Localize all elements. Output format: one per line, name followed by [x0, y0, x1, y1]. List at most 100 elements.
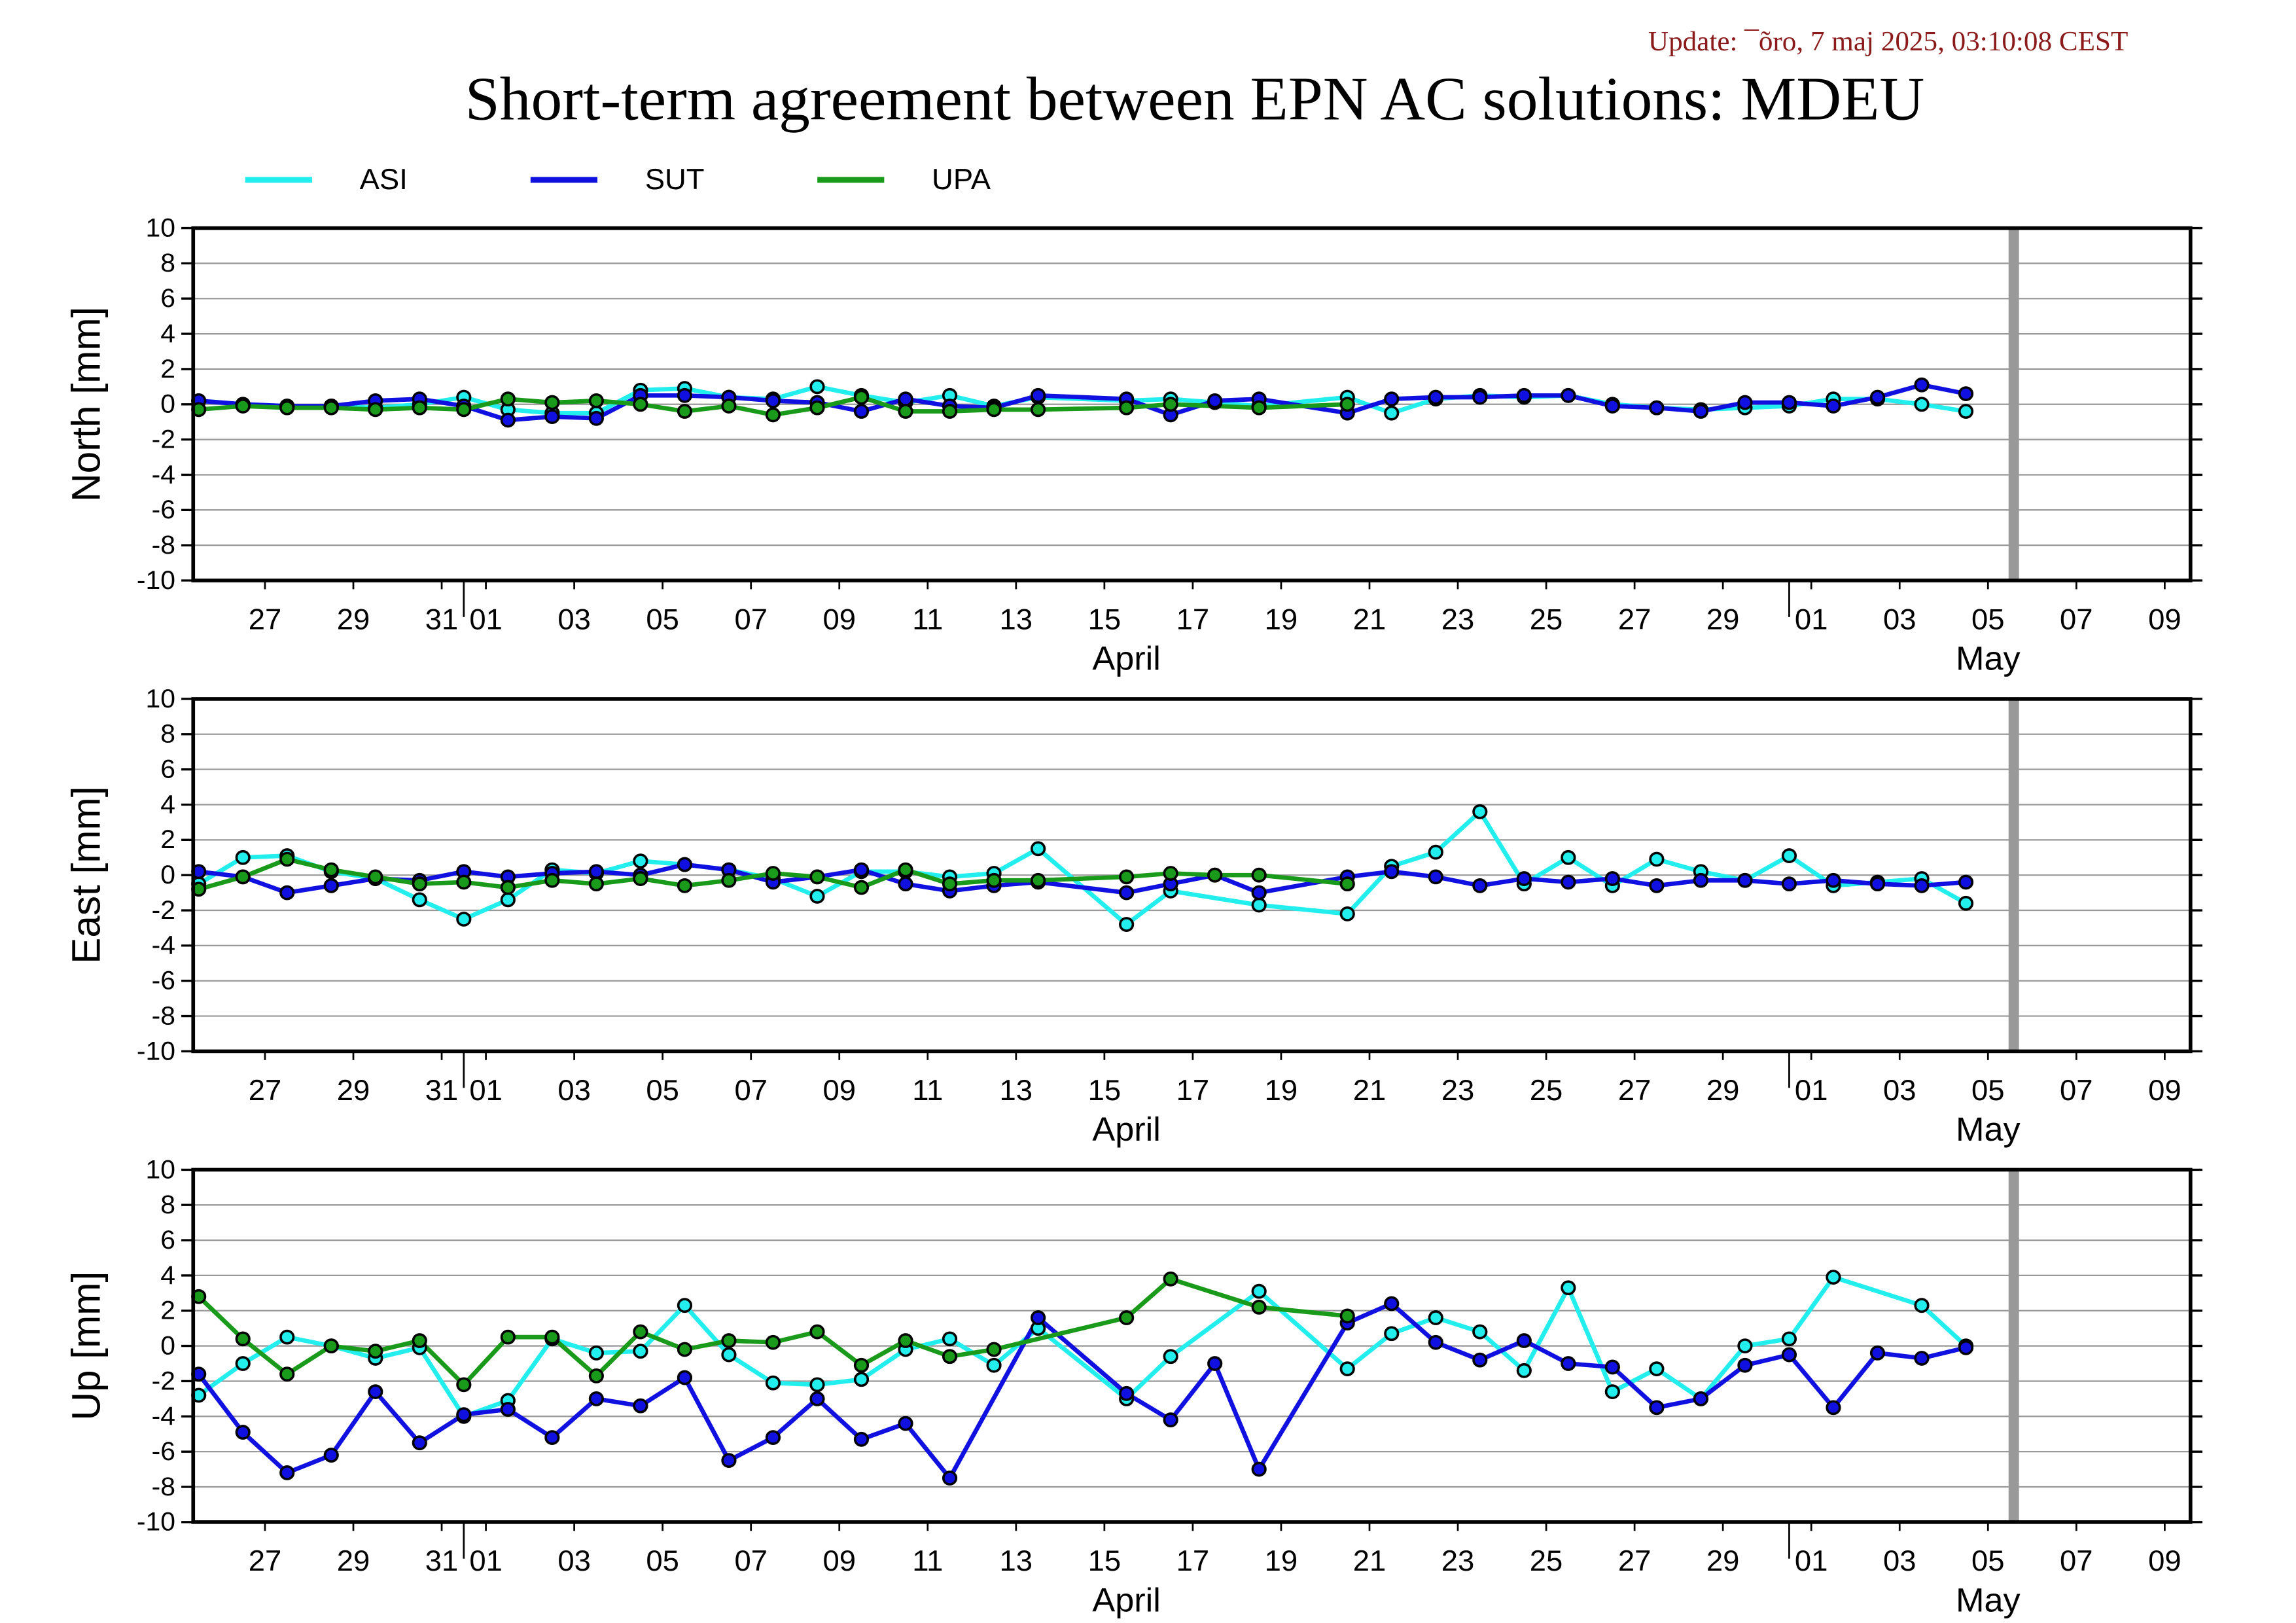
- data-point: [633, 853, 648, 869]
- legend-label: UPA: [932, 162, 991, 196]
- x-tick-label: 27: [1618, 1073, 1651, 1107]
- data-point: [1516, 387, 1532, 403]
- x-tick-label: 01: [1795, 1073, 1828, 1107]
- x-tick-label: 25: [1530, 603, 1563, 636]
- x-tick-label: 23: [1441, 1073, 1475, 1107]
- y-tick-label: 8: [160, 719, 175, 749]
- data-point: [1031, 402, 1046, 418]
- data-point: [942, 876, 958, 892]
- data-point: [412, 892, 427, 908]
- data-point: [1693, 872, 1708, 888]
- data-point: [1428, 389, 1443, 405]
- y-tick-label: 6: [160, 1224, 175, 1255]
- x-tick-label: 01: [469, 1544, 503, 1578]
- data-point: [1649, 851, 1665, 867]
- update-time: Update: ¯õro, 7 maj 2025, 03:10:08 CEST: [1648, 26, 2128, 57]
- x-tick-label: 09: [2148, 603, 2181, 636]
- data-point: [1561, 1356, 1576, 1371]
- x-tick-label: 11: [912, 1544, 943, 1578]
- data-point: [1737, 395, 1753, 410]
- y-axis-label: East [mm]: [63, 786, 109, 963]
- plot-frame: [191, 697, 2193, 1054]
- x-tick-label: 29: [337, 1073, 370, 1107]
- data-point: [677, 387, 693, 403]
- data-point: [1781, 1331, 1797, 1347]
- data-point: [1251, 400, 1267, 416]
- data-point: [588, 876, 604, 892]
- data-point: [1693, 1391, 1708, 1406]
- data-point: [1339, 876, 1355, 892]
- data-point: [500, 1402, 516, 1417]
- data-point: [853, 862, 870, 878]
- y-tick-label: -2: [152, 895, 175, 925]
- data-point: [500, 880, 516, 895]
- x-tick-label: 07: [2060, 603, 2093, 636]
- data-point: [1826, 1400, 1841, 1416]
- x-tick-label: 03: [1883, 1073, 1916, 1107]
- chart-title: Short-term agreement between EPN AC solu…: [465, 65, 1925, 133]
- data-point: [809, 1377, 825, 1393]
- data-point: [544, 1329, 560, 1345]
- y-tick-label: 10: [146, 683, 175, 713]
- data-point: [412, 400, 427, 416]
- data-point: [544, 1430, 560, 1446]
- data-point: [1207, 1356, 1223, 1371]
- data-point: [1251, 897, 1267, 913]
- data-point: [986, 1357, 1002, 1373]
- data-point: [279, 400, 295, 416]
- data-point: [1384, 1326, 1400, 1342]
- data-point: [235, 849, 251, 865]
- y-tick-label: 10: [146, 1154, 175, 1185]
- x-tick-label: 29: [1706, 1073, 1740, 1107]
- series-line: [197, 809, 1968, 927]
- data-point: [323, 1338, 339, 1354]
- data-point: [986, 872, 1002, 888]
- x-tick-label: 27: [1618, 1544, 1651, 1578]
- data-point: [1737, 872, 1753, 888]
- y-axis-label: North [mm]: [63, 307, 109, 502]
- data-point: [853, 1431, 870, 1447]
- x-tick-label: 13: [1000, 603, 1033, 636]
- data-point: [1472, 1324, 1488, 1340]
- data-point: [1914, 878, 1930, 893]
- x-tick-label: 13: [1000, 1073, 1033, 1107]
- data-point: [456, 874, 472, 890]
- x-tick-label: 07: [2060, 1544, 2093, 1578]
- data-point: [765, 866, 781, 881]
- y-tick-label: 2: [160, 353, 175, 383]
- data-point: [677, 1342, 693, 1357]
- data-point: [633, 1398, 648, 1414]
- y-tick-label: 4: [160, 1260, 175, 1290]
- data-point: [1207, 867, 1223, 883]
- data-point: [677, 1298, 693, 1313]
- data-point: [1119, 869, 1135, 885]
- data-point: [323, 862, 339, 878]
- data-point: [1339, 397, 1355, 412]
- data-point: [1561, 1280, 1576, 1296]
- data-point: [853, 404, 870, 419]
- data-point: [1163, 1412, 1178, 1428]
- data-point: [1428, 1310, 1443, 1325]
- data-point: [279, 851, 295, 867]
- x-tick-label: 03: [557, 603, 591, 636]
- y-tick-label: 0: [160, 859, 175, 889]
- y-tick-label: 10: [146, 213, 175, 243]
- data-point: [853, 880, 870, 895]
- data-point: [412, 1435, 427, 1451]
- data-point: [1737, 1357, 1753, 1373]
- y-tick-label: -2: [152, 1366, 175, 1396]
- data-point: [677, 878, 693, 893]
- x-tick-label: 01: [469, 603, 503, 636]
- data-point: [1649, 1400, 1665, 1416]
- data-point: [500, 892, 516, 908]
- data-point: [1604, 399, 1620, 414]
- data-point: [1958, 895, 1974, 911]
- data-point: [1384, 1296, 1400, 1311]
- x-tick-label: 27: [249, 1073, 282, 1107]
- month-label: April: [1092, 1581, 1160, 1619]
- data-point: [1472, 1352, 1488, 1368]
- x-tick-label: 07: [734, 1073, 768, 1107]
- data-point: [721, 1453, 737, 1469]
- data-point: [1561, 874, 1576, 890]
